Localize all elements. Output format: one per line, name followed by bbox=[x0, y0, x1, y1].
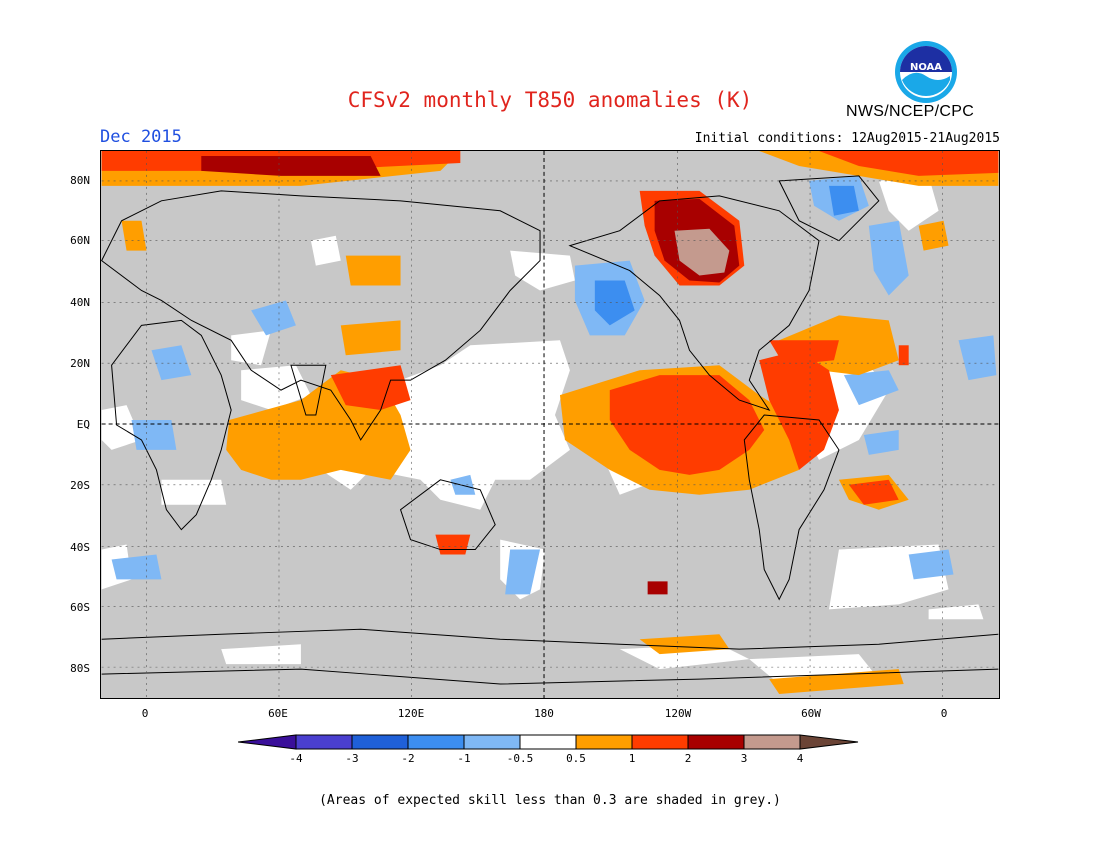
colorbar-swatch-neutral bbox=[519, 734, 577, 750]
colorbar-swatch-neg1-neg05 bbox=[463, 734, 521, 750]
colorbar-label: -4 bbox=[289, 752, 303, 765]
anomaly-map bbox=[100, 150, 1000, 699]
colorbar-label: 2 bbox=[684, 752, 692, 765]
colorbar-label: 3 bbox=[740, 752, 748, 765]
colorbar-label: -3 bbox=[345, 752, 359, 765]
colorbar-swatch-1-2 bbox=[631, 734, 689, 750]
colorbar-swatch-neg4-neg3 bbox=[295, 734, 353, 750]
noaa-logo: NOAA bbox=[894, 40, 958, 104]
lat-label-20s: 20S bbox=[70, 479, 90, 492]
cool-anomaly-mid bbox=[594, 185, 859, 326]
colorbar-swatch-05-1 bbox=[575, 734, 633, 750]
coastlines bbox=[101, 175, 999, 685]
lat-label-80n: 80N bbox=[70, 174, 90, 187]
lat-label-40n: 40N bbox=[70, 296, 90, 309]
graticule bbox=[101, 151, 999, 698]
lat-label-60n: 60N bbox=[70, 234, 90, 247]
colorbar-swatch-2-3 bbox=[687, 734, 745, 750]
initial-conditions: Initial conditions: 12Aug2015-21Aug2015 bbox=[694, 131, 1000, 146]
lon-label-0-left: 0 bbox=[141, 707, 149, 720]
colorbar-label: 0.5 bbox=[566, 752, 586, 765]
lon-label-60e: 60E bbox=[268, 707, 288, 720]
lat-label-60s: 60S bbox=[70, 601, 90, 614]
agency-label: NWS/NCEP/CPC bbox=[846, 103, 975, 120]
colorbar-swatch-gt-4 bbox=[799, 734, 859, 750]
colorbar-label: -2 bbox=[401, 752, 415, 765]
colorbar-swatch-lt-neg4 bbox=[237, 734, 297, 750]
equator-dateline bbox=[101, 151, 999, 698]
footnote: (Areas of expected skill less than 0.3 a… bbox=[319, 793, 781, 808]
lat-label-eq: EQ bbox=[76, 418, 90, 431]
colorbar-label: -0.5 bbox=[506, 752, 534, 765]
lon-label-120e: 120E bbox=[397, 707, 425, 720]
lon-label-60w: 60W bbox=[801, 707, 821, 720]
lon-label-120w: 120W bbox=[664, 707, 692, 720]
lat-label-80s: 80S bbox=[70, 662, 90, 675]
lat-label-40s: 40S bbox=[70, 541, 90, 554]
lon-label-0-right: 0 bbox=[940, 707, 948, 720]
lon-label-180: 180 bbox=[534, 707, 554, 720]
colorbar-label: -1 bbox=[457, 752, 471, 765]
colorbar-swatch-3-4 bbox=[743, 734, 801, 750]
forecast-month: Dec 2015 bbox=[100, 127, 182, 147]
colorbar bbox=[237, 734, 862, 756]
colorbar-label: 4 bbox=[796, 752, 804, 765]
colorbar-swatch-neg3-neg2 bbox=[351, 734, 409, 750]
logo-text: NOAA bbox=[910, 62, 942, 73]
colorbar-swatch-neg2-neg1 bbox=[407, 734, 465, 750]
colorbar-label: 1 bbox=[628, 752, 636, 765]
chart-title: CFSv2 monthly T850 anomalies (K) bbox=[347, 88, 753, 112]
lat-label-20n: 20N bbox=[70, 357, 90, 370]
